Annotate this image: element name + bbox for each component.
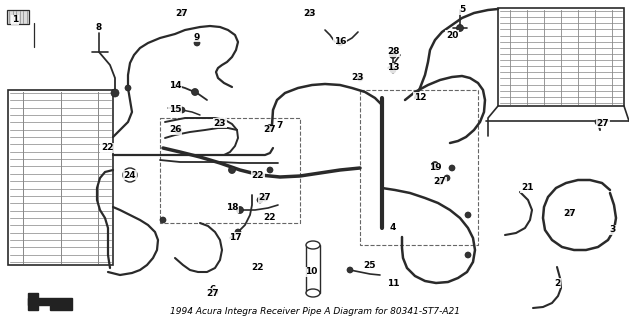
- Text: 11: 11: [387, 278, 399, 287]
- Text: 27: 27: [597, 118, 610, 127]
- Text: 25: 25: [364, 260, 376, 269]
- Text: 12: 12: [414, 92, 426, 101]
- Text: 15: 15: [169, 106, 181, 115]
- Circle shape: [237, 206, 243, 213]
- Text: 16: 16: [334, 37, 346, 46]
- Text: 19: 19: [429, 164, 442, 172]
- Text: 18: 18: [226, 204, 238, 212]
- Bar: [306, 245, 320, 293]
- Circle shape: [347, 267, 353, 273]
- Text: 13: 13: [387, 63, 399, 73]
- Circle shape: [449, 165, 455, 171]
- Circle shape: [228, 166, 235, 173]
- Text: 5: 5: [459, 5, 465, 14]
- Text: 1: 1: [12, 15, 18, 25]
- Text: 9: 9: [194, 33, 200, 42]
- Text: 2: 2: [554, 278, 560, 287]
- Circle shape: [444, 175, 450, 181]
- Text: 27: 27: [207, 289, 220, 298]
- Text: 10: 10: [305, 268, 317, 276]
- Circle shape: [191, 89, 199, 95]
- Ellipse shape: [306, 241, 320, 249]
- Text: 27: 27: [259, 194, 271, 203]
- Text: 27: 27: [175, 9, 188, 18]
- Circle shape: [123, 168, 137, 182]
- Circle shape: [567, 210, 573, 216]
- Circle shape: [179, 10, 185, 16]
- Circle shape: [457, 25, 464, 31]
- Text: 1994 Acura Integra Receiver Pipe A Diagram for 80341-ST7-A21: 1994 Acura Integra Receiver Pipe A Diagr…: [169, 307, 460, 316]
- Text: 21: 21: [521, 183, 533, 193]
- Circle shape: [390, 67, 396, 73]
- Circle shape: [111, 89, 119, 97]
- Bar: [7, 10, 29, 24]
- Circle shape: [267, 167, 273, 173]
- Circle shape: [267, 124, 274, 132]
- Circle shape: [465, 252, 471, 258]
- Text: 8: 8: [96, 22, 102, 31]
- Circle shape: [437, 179, 443, 185]
- Circle shape: [389, 52, 396, 59]
- Text: 7: 7: [277, 121, 283, 130]
- Text: 22: 22: [101, 143, 113, 153]
- Circle shape: [125, 85, 131, 91]
- Circle shape: [357, 75, 363, 81]
- Text: 14: 14: [169, 81, 181, 90]
- Circle shape: [179, 107, 185, 113]
- Text: 23: 23: [304, 9, 316, 18]
- Text: 22: 22: [264, 213, 276, 222]
- Circle shape: [337, 38, 343, 45]
- Text: 6: 6: [210, 285, 216, 294]
- Circle shape: [257, 197, 263, 203]
- Circle shape: [431, 162, 438, 169]
- Circle shape: [595, 119, 601, 125]
- Text: 22: 22: [252, 171, 264, 180]
- Circle shape: [174, 126, 182, 133]
- Text: 4: 4: [390, 223, 396, 233]
- Text: 26: 26: [169, 125, 181, 134]
- Text: 3: 3: [609, 226, 615, 235]
- Text: 28: 28: [387, 47, 399, 57]
- Text: 27: 27: [264, 125, 276, 134]
- Polygon shape: [28, 298, 72, 310]
- Circle shape: [235, 229, 241, 235]
- Text: 24: 24: [124, 171, 136, 180]
- Circle shape: [125, 170, 135, 180]
- Text: 22: 22: [252, 263, 264, 273]
- Text: 23: 23: [214, 118, 226, 127]
- Circle shape: [212, 289, 218, 295]
- Circle shape: [262, 195, 268, 201]
- Polygon shape: [28, 293, 38, 310]
- Bar: [360, 90, 478, 245]
- Text: 20: 20: [446, 30, 458, 39]
- Ellipse shape: [306, 289, 320, 297]
- Circle shape: [160, 217, 166, 223]
- Circle shape: [217, 120, 223, 126]
- Bar: [8, 90, 113, 265]
- Text: 23: 23: [352, 73, 364, 82]
- Text: 17: 17: [229, 233, 242, 242]
- Circle shape: [307, 10, 313, 16]
- Circle shape: [465, 212, 471, 218]
- Circle shape: [194, 40, 200, 46]
- Bar: [498, 8, 624, 106]
- Text: 27: 27: [433, 178, 447, 187]
- Bar: [160, 118, 300, 223]
- Text: 27: 27: [564, 209, 576, 218]
